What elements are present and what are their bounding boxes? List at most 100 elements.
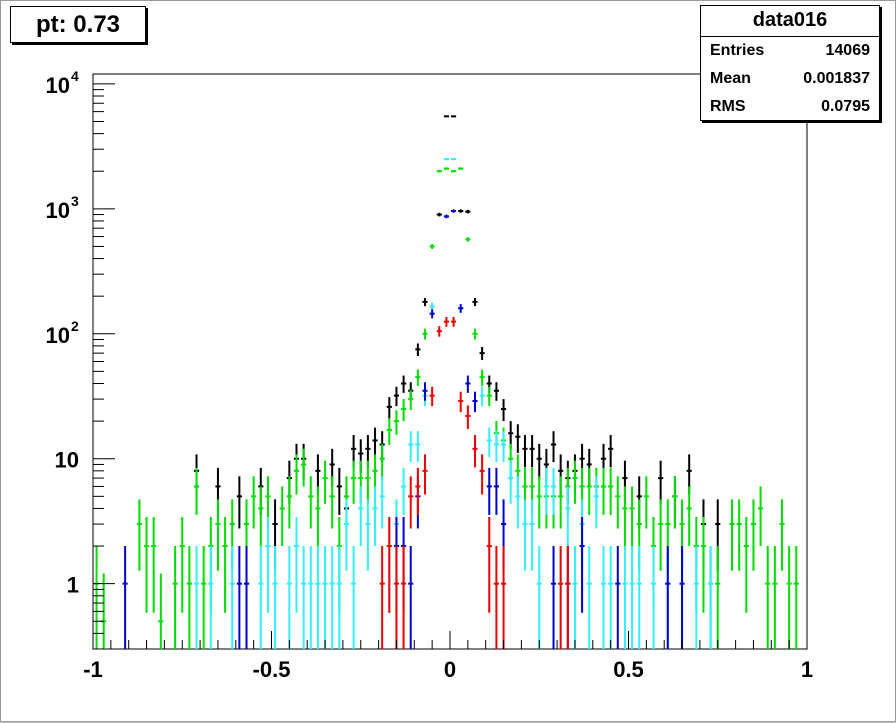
data-point xyxy=(515,476,521,529)
data-point xyxy=(486,427,492,458)
data-point xyxy=(286,546,292,649)
data-point xyxy=(708,546,714,649)
data-point xyxy=(650,546,657,649)
data-point xyxy=(500,546,507,649)
data-point xyxy=(629,486,635,547)
data-point xyxy=(493,382,499,401)
y-tick-base: 10 xyxy=(55,448,79,473)
data-point xyxy=(393,410,400,435)
data-point xyxy=(151,517,157,613)
data-point xyxy=(293,454,300,495)
data-point xyxy=(315,546,321,649)
data-point xyxy=(765,546,771,649)
data-point xyxy=(443,167,449,170)
data-point xyxy=(422,328,428,340)
stats-value: 0.001837 xyxy=(803,70,870,87)
data-point xyxy=(393,386,400,407)
data-point xyxy=(436,170,442,173)
data-point xyxy=(658,460,664,504)
data-point xyxy=(658,499,664,571)
data-point xyxy=(572,460,578,504)
data-point xyxy=(536,476,542,529)
data-point xyxy=(665,546,671,649)
data-point xyxy=(336,467,342,515)
data-point xyxy=(500,431,507,463)
data-point xyxy=(401,375,407,393)
y-tick-label: 10 2 xyxy=(46,318,79,348)
plot-frame xyxy=(92,73,808,650)
data-point xyxy=(529,499,535,571)
data-point xyxy=(715,546,721,649)
data-point xyxy=(329,546,335,649)
y-tick-exponent: 2 xyxy=(71,318,79,334)
series-4 xyxy=(379,317,571,649)
data-point xyxy=(372,486,378,547)
data-point xyxy=(322,460,328,504)
data-point xyxy=(458,167,464,170)
data-point xyxy=(479,454,485,495)
data-point xyxy=(308,546,314,649)
data-point xyxy=(522,435,528,468)
data-point xyxy=(608,546,614,649)
data-point xyxy=(351,546,357,649)
data-point xyxy=(279,486,285,547)
data-point xyxy=(222,517,228,613)
data-point xyxy=(158,573,164,649)
data-point xyxy=(593,476,599,529)
data-point xyxy=(293,517,300,613)
x-tick-label: -0.5 xyxy=(253,657,291,682)
data-point xyxy=(379,546,385,649)
data-point xyxy=(758,486,764,547)
data-point xyxy=(579,517,585,613)
data-point xyxy=(451,158,457,161)
data-point xyxy=(258,546,264,649)
data-point xyxy=(586,546,592,649)
data-point xyxy=(186,546,192,649)
data-point xyxy=(451,115,457,118)
data-point xyxy=(208,546,214,649)
data-point xyxy=(443,115,449,118)
data-point xyxy=(343,499,350,571)
y-tick-base: 10 xyxy=(46,198,70,223)
data-point xyxy=(408,546,414,649)
data-point xyxy=(451,317,457,327)
y-tick-base: 10 xyxy=(46,73,70,98)
data-point xyxy=(550,546,557,649)
data-point xyxy=(386,418,392,446)
data-point xyxy=(372,427,378,458)
data-point xyxy=(451,209,457,213)
data-point xyxy=(608,467,614,515)
data-point xyxy=(429,309,435,319)
data-point xyxy=(172,546,178,649)
data-point xyxy=(729,499,735,571)
data-point xyxy=(229,546,235,649)
series-1 xyxy=(94,167,799,649)
stats-label: Entries xyxy=(710,42,765,59)
data-point xyxy=(329,476,335,529)
stats-value: 14069 xyxy=(825,42,871,59)
data-point xyxy=(393,546,400,649)
data-point xyxy=(779,499,785,571)
data-point xyxy=(622,546,628,649)
data-point xyxy=(201,546,207,649)
stats-label: RMS xyxy=(710,98,746,115)
data-point xyxy=(472,328,478,340)
data-point xyxy=(615,546,621,649)
data-point xyxy=(515,424,521,453)
data-point xyxy=(736,499,742,571)
x-tick-label: 0 xyxy=(444,657,456,682)
data-point xyxy=(558,476,564,529)
data-point xyxy=(258,486,264,547)
data-point xyxy=(315,486,321,547)
stats-name: data016 xyxy=(701,6,879,37)
data-point xyxy=(386,397,392,419)
data-point xyxy=(529,435,535,468)
data-point xyxy=(772,546,778,649)
data-point xyxy=(479,347,485,361)
data-point xyxy=(379,476,385,529)
y-tick-label: 10 xyxy=(55,448,79,473)
data-point xyxy=(408,431,414,463)
x-tick-label: -1 xyxy=(83,657,103,682)
data-point xyxy=(643,476,649,529)
